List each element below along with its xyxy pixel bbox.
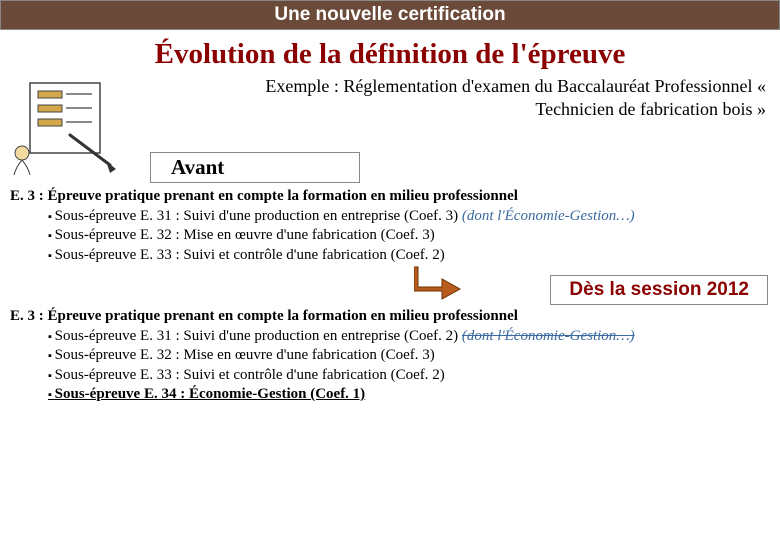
session-label: Dès la session 2012 <box>550 275 768 305</box>
note-eco-gestion-strike: (dont l'Économie-Gestion…) <box>462 328 635 344</box>
header-bar: Une nouvelle certification <box>0 0 780 30</box>
note-eco-gestion: (dont l'Économie-Gestion…) <box>462 208 635 224</box>
block-after: E. 3 : Épreuve pratique prenant en compt… <box>0 305 780 405</box>
arrow-down-icon <box>414 265 464 305</box>
sub-e31: Sous-épreuve E. 31 : Suivi d'une product… <box>48 207 770 227</box>
e3-heading-after: E. 3 : Épreuve pratique prenant en compt… <box>10 307 770 327</box>
block-before: E. 3 : Épreuve pratique prenant en compt… <box>0 185 780 265</box>
checklist-sketch <box>10 75 130 175</box>
sublist-before: Sous-épreuve E. 31 : Suivi d'une product… <box>10 207 770 266</box>
top-zone: Exemple : Réglementation d'examen du Bac… <box>0 75 780 185</box>
avant-label: Avant <box>150 152 360 183</box>
transition-row: Dès la session 2012 <box>0 269 780 305</box>
main-title: Évolution de la définition de l'épreuve <box>0 38 780 71</box>
sub-e32-after: Sous-épreuve E. 32 : Mise en œuvre d'une… <box>48 346 770 366</box>
example-text: Exemple : Réglementation d'examen du Bac… <box>230 75 766 120</box>
sublist-after: Sous-épreuve E. 31 : Suivi d'une product… <box>10 327 770 405</box>
sub-e34-after: Sous-épreuve E. 34 : Économie-Gestion (C… <box>48 385 770 405</box>
sub-e31-after: Sous-épreuve E. 31 : Suivi d'une product… <box>48 327 770 347</box>
e3-heading-before: E. 3 : Épreuve pratique prenant en compt… <box>10 187 770 207</box>
sub-e33-after: Sous-épreuve E. 33 : Suivi et contrôle d… <box>48 366 770 386</box>
sub-e32: Sous-épreuve E. 32 : Mise en œuvre d'une… <box>48 226 770 246</box>
sub-e33: Sous-épreuve E. 33 : Suivi et contrôle d… <box>48 246 770 266</box>
header-text: Une nouvelle certification <box>274 4 505 25</box>
